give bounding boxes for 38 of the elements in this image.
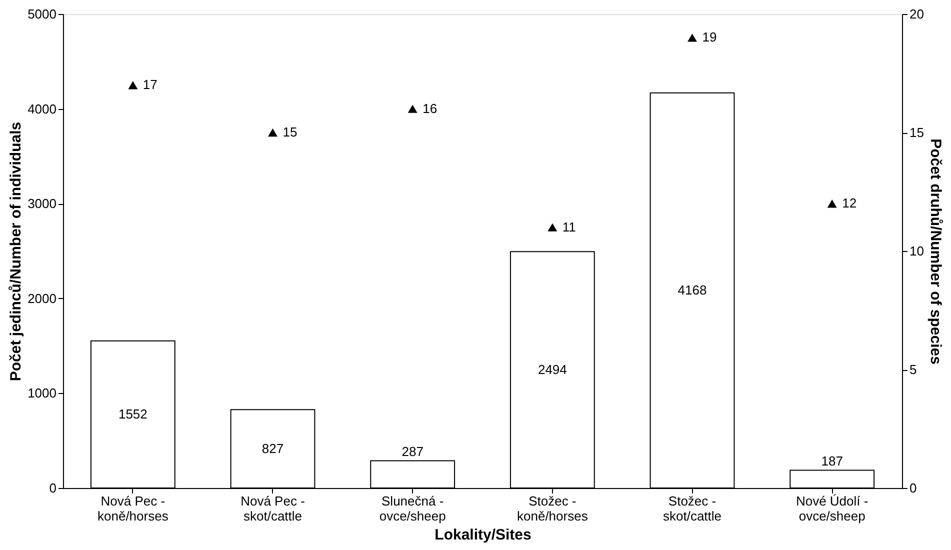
y-tick-label: 1000	[28, 386, 56, 401]
point	[408, 104, 418, 113]
data-label: 16	[422, 100, 438, 116]
y2-tick-label: 20	[910, 6, 924, 22]
x-tick-label: Nové Údolí - ovce/sheep	[796, 494, 868, 524]
data-label: 12	[842, 196, 857, 211]
data-label: 19	[702, 30, 717, 45]
y-tick-label: 0	[49, 480, 56, 496]
x-tick-label: Nová Pec - skot/cattle	[240, 494, 305, 524]
point	[827, 199, 837, 208]
point	[128, 80, 138, 90]
data-label: 1552	[118, 406, 148, 422]
data-label: 17	[142, 77, 158, 92]
y2-tick-label: 10	[910, 244, 924, 258]
x-tick-label: Stožec - skot/cattle	[662, 494, 722, 524]
data-label: 4168	[678, 282, 707, 298]
data-label: 15	[282, 124, 298, 140]
x-tick-label: Nová Pec - koně/horses	[98, 494, 169, 524]
x-tick-label: Slunečná - ovce/sheep	[379, 494, 446, 524]
y-tick-label: 3000	[28, 196, 56, 212]
y-tick-label: 5000	[28, 6, 56, 22]
y2-tick-label: 5	[910, 362, 917, 377]
x-tick-label: Stožec - koně/horses	[517, 494, 588, 524]
y-axis-title: Počet jedinců/Number of individuals	[8, 122, 25, 382]
y-tick-label: 2000	[28, 290, 56, 306]
x-axis-title: Lokality/Sites	[434, 526, 532, 544]
y2-tick-label: 15	[910, 125, 924, 140]
point	[688, 34, 697, 42]
data-label: 287	[402, 444, 424, 459]
data-label: 2494	[538, 362, 567, 377]
point	[548, 223, 558, 232]
data-label: 187	[821, 453, 843, 468]
y-tick-label: 4000	[28, 101, 56, 116]
y2-axis-title: Počet druhů/Number of species	[926, 138, 944, 364]
data-label: 11	[562, 219, 576, 234]
y2-tick-label: 0	[910, 480, 917, 496]
data-label: 827	[262, 440, 284, 456]
point	[268, 128, 278, 137]
